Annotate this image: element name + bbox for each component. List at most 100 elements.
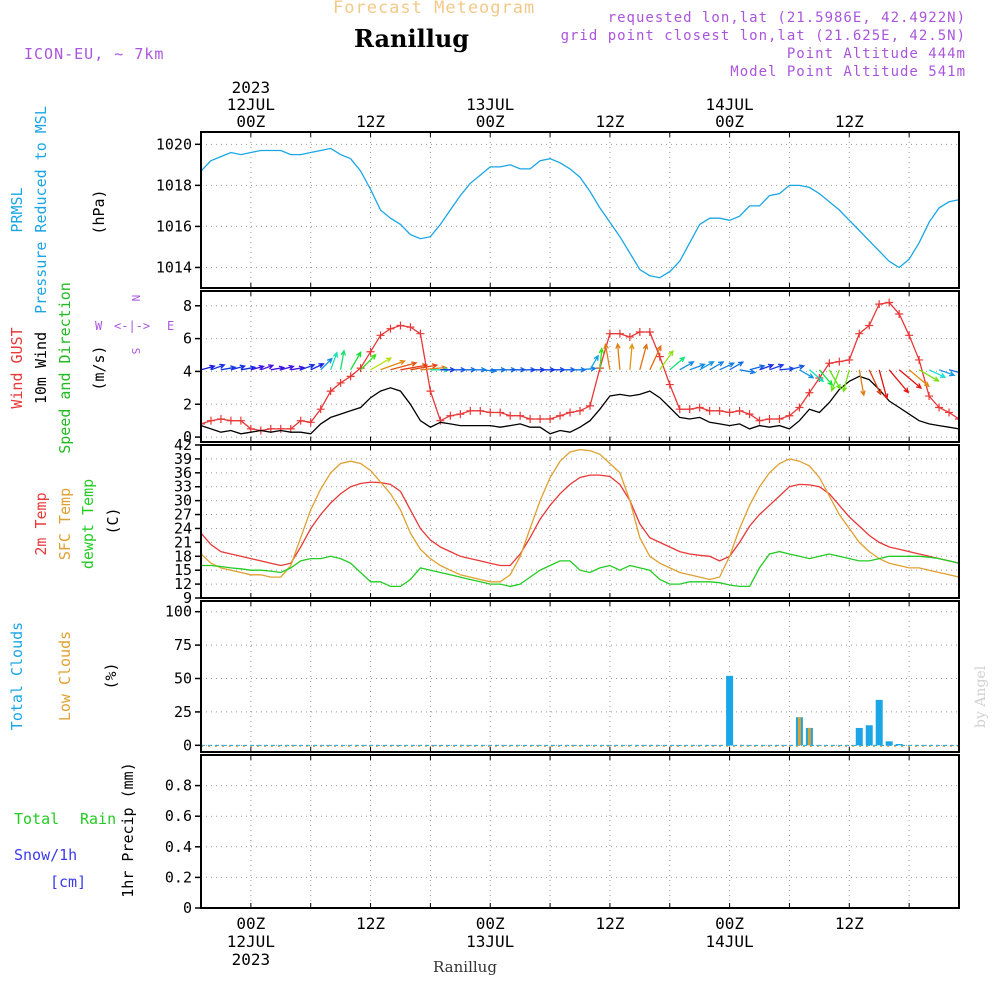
gust-marker xyxy=(316,405,325,414)
direction-label: Speed and Direction xyxy=(56,282,74,454)
gust-marker xyxy=(396,321,405,330)
top-time-label: 12Z xyxy=(595,112,624,131)
y-tick-label: 0.6 xyxy=(165,807,192,825)
bottom-time-label: 13JUL xyxy=(466,932,514,951)
gust-marker xyxy=(745,410,754,419)
bottom-time-label: 12Z xyxy=(835,914,864,933)
bottom-time-label: 00Z xyxy=(236,914,265,933)
gust-marker xyxy=(576,406,584,415)
wind-direction-arrow xyxy=(350,350,362,371)
wind-direction-arrow xyxy=(888,369,910,394)
wind-direction-arrow xyxy=(370,357,393,371)
gust-marker xyxy=(566,408,575,417)
bottom-time-label: 14JUL xyxy=(706,932,754,951)
footer-location: Ranillug xyxy=(433,958,497,976)
wind-direction-arrow xyxy=(878,369,889,400)
gust-marker xyxy=(755,416,764,425)
low-cloud-bar xyxy=(797,717,801,746)
wind-direction-arrow xyxy=(210,363,226,371)
top-time-label: 00Z xyxy=(236,112,265,131)
wind-direction-arrow xyxy=(818,369,834,387)
series-line xyxy=(201,147,959,279)
gust-marker xyxy=(386,324,395,333)
wind-direction-arrow xyxy=(615,342,621,370)
compass-w: W xyxy=(95,319,103,333)
gust-marker xyxy=(905,331,914,340)
temp-unit-label: (C) xyxy=(104,507,122,534)
top-time-label: 12Z xyxy=(356,112,385,131)
wind-direction-arrow xyxy=(709,361,725,371)
compass-n: N xyxy=(129,295,142,302)
wind-panel: 0 2 4 6 8 xyxy=(183,290,960,446)
plot-area xyxy=(201,298,959,435)
y-tick-label: 1020 xyxy=(156,135,192,153)
gust-marker xyxy=(226,416,235,425)
total-cloud-bar xyxy=(865,725,873,746)
gust-marker xyxy=(236,416,245,425)
gust-marker xyxy=(885,298,894,307)
y-tick-label: 50 xyxy=(174,670,192,688)
wind-direction-arrow xyxy=(908,369,930,388)
gust-marker xyxy=(915,355,924,364)
pressure-panel: 1014 1016 1018 1020 xyxy=(156,131,960,289)
gust-marker xyxy=(875,300,884,309)
dewpt-label: dewpt Temp xyxy=(79,479,97,569)
gust-marker xyxy=(705,406,714,415)
snow-label: Snow/1h xyxy=(14,846,77,864)
gust-marker xyxy=(865,321,874,330)
gust-marker xyxy=(675,405,684,414)
total-cloud-bar xyxy=(875,699,883,746)
temp2m-label: 2m Temp xyxy=(32,492,50,555)
gust-marker xyxy=(935,403,944,412)
subtitle: Forecast Meteogram xyxy=(333,0,536,18)
y-tick-label: 36 xyxy=(174,464,192,482)
precip-panel: 0 0.2 0.4 0.6 0.8 xyxy=(165,754,960,917)
gust-marker xyxy=(326,387,335,396)
gust-marker xyxy=(685,405,694,414)
wind-direction-arrow xyxy=(360,353,377,371)
wind-direction-arrow xyxy=(719,362,736,371)
gust-marker xyxy=(855,329,864,338)
total-cloud-bar xyxy=(726,675,734,746)
wind-direction-arrow xyxy=(868,369,882,396)
wind-direction-arrow xyxy=(729,361,745,371)
total-cloud-bar xyxy=(885,741,893,746)
bottom-time-label: 00Z xyxy=(476,914,505,933)
wind-direction-arrow xyxy=(699,361,715,371)
y-tick-label: 12 xyxy=(174,575,192,593)
gust-marker xyxy=(436,416,445,425)
gust-marker xyxy=(546,415,555,424)
gust-marker xyxy=(655,352,664,361)
gust-marker xyxy=(486,408,495,417)
plot-area xyxy=(201,147,959,279)
y-tick-label: 0 xyxy=(183,736,192,754)
grid-point-coords: grid point closest lon,lat (21.625E, 42.… xyxy=(560,28,966,44)
y-tick-label: 9 xyxy=(183,589,192,607)
total-rain-label-b: Rain xyxy=(80,810,116,828)
gust-marker xyxy=(416,329,425,338)
low-clouds-label: Low Clouds xyxy=(56,631,74,721)
panel-frame xyxy=(200,600,960,753)
compass-s: S xyxy=(129,348,142,355)
gust-marker xyxy=(635,328,644,337)
y-tick-label: 39 xyxy=(174,450,192,468)
clouds-panel: 0 25 50 75 100 xyxy=(165,600,960,754)
wind-direction-arrow xyxy=(603,342,611,370)
wind-direction-arrow xyxy=(898,369,923,390)
wind-direction-arrow xyxy=(841,369,850,393)
y-tick-label: 100 xyxy=(165,603,192,621)
gust-marker xyxy=(605,329,614,338)
gust-marker xyxy=(406,323,415,332)
wind-direction-arrow xyxy=(679,361,695,371)
gust-marker xyxy=(526,415,535,424)
wind-direction-arrow xyxy=(659,349,674,371)
gust-marker xyxy=(945,408,954,417)
wind-direction-arrow xyxy=(808,369,825,383)
wind-direction-arrow xyxy=(830,369,840,393)
top-time-label: 14JUL xyxy=(706,95,754,114)
point-altitude: Point Altitude 444m xyxy=(786,46,966,62)
wind-direction-arrow xyxy=(639,343,649,370)
